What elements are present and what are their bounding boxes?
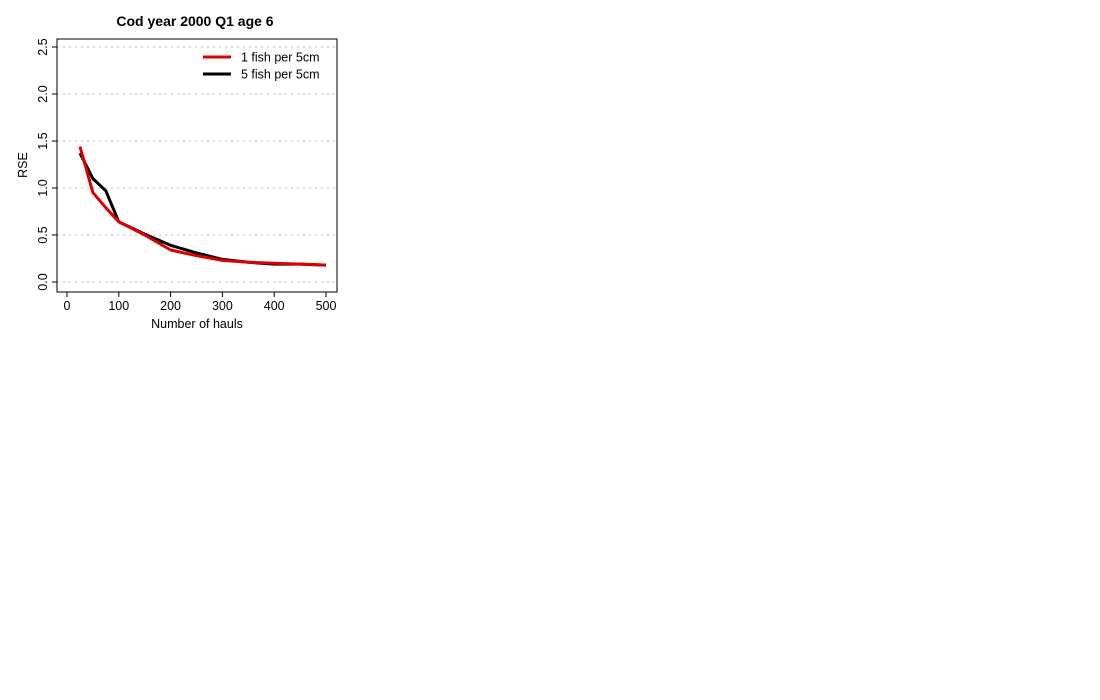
series-line (78, 146, 327, 267)
x-tick-label: 0 (64, 299, 71, 313)
x-tick-label: 200 (160, 299, 181, 313)
series-line (78, 152, 327, 267)
y-axis-label: RSE (16, 152, 30, 178)
x-tick-label: 100 (108, 299, 129, 313)
x-tick-label: 500 (316, 299, 337, 313)
y-tick-label: 0.0 (36, 273, 50, 290)
y-tick-label: 2.5 (36, 38, 50, 55)
legend: 1 fish per 5cm 5 fish per 5cm (203, 51, 320, 82)
grid (57, 46, 337, 283)
x-tick-label: 300 (212, 299, 233, 313)
chart-title: Cod year 2000 Q1 age 6 (116, 13, 273, 29)
x-tick-label: 400 (264, 299, 285, 313)
x-axis: 0 100 200 300 400 500 (64, 292, 337, 313)
legend-label: 1 fish per 5cm (241, 51, 320, 65)
y-tick-label: 1.0 (36, 179, 50, 196)
plot-frame (56, 38, 338, 293)
y-tick-label: 2.0 (36, 85, 50, 102)
x-axis-label: Number of hauls (151, 317, 243, 331)
y-tick-label: 0.5 (36, 226, 50, 243)
y-tick-label: 1.5 (36, 132, 50, 149)
y-axis: 0.0 0.5 1.0 1.5 2.0 2.5 (36, 38, 57, 291)
series-layer (78, 146, 327, 267)
legend-label: 5 fish per 5cm (241, 68, 320, 82)
